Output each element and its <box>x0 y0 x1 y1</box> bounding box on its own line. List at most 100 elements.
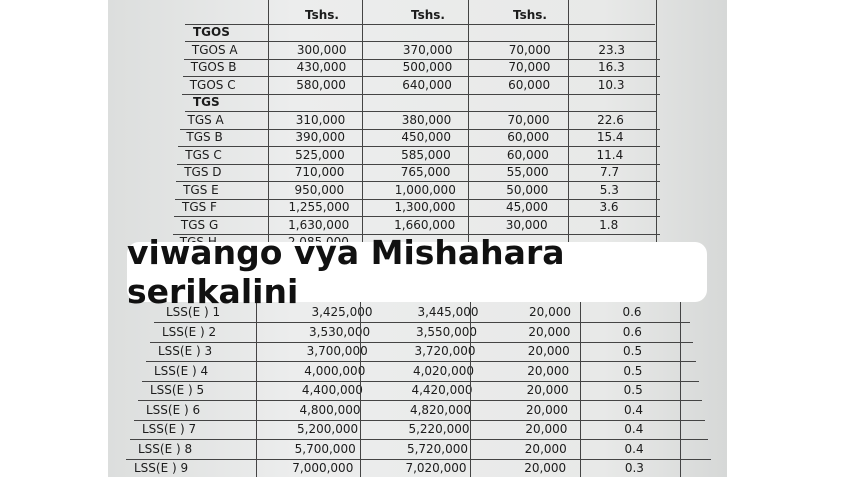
amount-cell: 50,000 <box>506 182 549 197</box>
rule <box>185 41 657 42</box>
amount-cell: 20,000 <box>529 305 571 319</box>
rule <box>177 163 660 165</box>
header-cell: Tshs. <box>513 8 547 22</box>
amount-cell: 7,000,000 <box>292 461 354 475</box>
photo: Tshs. Tshs. Tshs. TGOS TGOS A 300,000 370,000 7… <box>108 0 727 477</box>
amount-cell: 5,200,000 <box>297 422 359 436</box>
ratio-cell: 0.5 <box>623 363 643 378</box>
amount-cell: 60,000 <box>508 77 551 92</box>
ratio-cell: 0.4 <box>624 422 644 436</box>
amount-cell: 3,530,000 <box>309 324 371 339</box>
amount-cell: 20,000 <box>525 422 568 436</box>
amount-cell: 5,700,000 <box>294 441 356 456</box>
amount-cell: 3,720,000 <box>414 344 476 358</box>
amount-cell: 370,000 <box>402 42 453 57</box>
amount-cell: 1,255,000 <box>288 200 350 214</box>
header-cell: Tshs. <box>305 8 339 22</box>
rule <box>185 111 657 112</box>
amount-cell: 4,800,000 <box>299 402 361 417</box>
header-cell: Tshs. <box>411 8 445 22</box>
amount-cell: 1,630,000 <box>288 217 350 232</box>
amount-cell: 20,000 <box>524 441 567 456</box>
caption: viwango vya Mishahara serikalini <box>127 233 707 311</box>
rule <box>172 233 660 235</box>
amount-cell: 765,000 <box>400 165 451 179</box>
rule <box>154 322 690 323</box>
amount-cell: 20,000 <box>527 344 570 358</box>
row-label: LSS(E ) 7 <box>142 422 197 436</box>
amount-cell: 430,000 <box>296 60 347 74</box>
rule <box>130 439 708 440</box>
amount-cell: 525,000 <box>295 147 345 162</box>
row-label: TGS E <box>183 182 219 197</box>
row-label: TGS A <box>187 112 224 127</box>
row-label: LSS(E ) 9 <box>134 461 189 475</box>
amount-cell: 585,000 <box>401 147 451 162</box>
rule <box>134 419 705 421</box>
row-label: TGS B <box>186 130 223 144</box>
rule <box>580 300 581 477</box>
amount-cell: 60,000 <box>507 130 550 144</box>
rule <box>176 181 660 182</box>
ratio-cell: 16.3 <box>598 60 625 74</box>
rule <box>268 0 269 245</box>
ratio-cell: 0.6 <box>622 305 642 319</box>
amount-cell: 950,000 <box>294 182 345 197</box>
rule <box>181 93 660 95</box>
amount-cell: 45,000 <box>506 200 548 214</box>
ratio-cell: 0.5 <box>623 344 643 358</box>
amount-cell: 300,000 <box>296 42 347 57</box>
row-label: LSS(E ) 5 <box>150 383 205 397</box>
ratio-cell: 0.4 <box>623 402 644 417</box>
amount-cell: 5,220,000 <box>408 422 470 436</box>
ratio-cell: 11.4 <box>596 147 624 162</box>
row-label: LSS(E ) 3 <box>158 344 213 358</box>
rule <box>470 300 471 477</box>
rule <box>183 58 660 60</box>
ratio-cell: 0.5 <box>623 383 643 397</box>
rule <box>256 300 257 477</box>
ratio-cell: 15.4 <box>596 130 624 144</box>
amount-cell: 55,000 <box>506 165 549 179</box>
ratio-cell: 0.4 <box>624 441 644 456</box>
amount-cell: 500,000 <box>402 60 453 74</box>
amount-cell: 710,000 <box>294 165 345 179</box>
rule <box>468 0 469 245</box>
amount-cell: 20,000 <box>527 363 570 378</box>
amount-cell: 20,000 <box>526 402 568 417</box>
row-label: TGS C <box>185 147 222 162</box>
row-label: LSS(E ) 1 <box>166 305 221 319</box>
rule <box>138 400 702 401</box>
amount-cell: 450,000 <box>401 130 451 144</box>
amount-cell: 3,550,000 <box>415 324 478 339</box>
section-label: TGS <box>193 95 220 109</box>
row-label: TGS D <box>184 165 222 179</box>
amount-cell: 3,700,000 <box>306 344 368 358</box>
rule <box>146 361 696 362</box>
amount-cell: 380,000 <box>401 112 452 127</box>
amount-cell: 1,300,000 <box>394 200 456 214</box>
row-label: LSS(E ) 6 <box>146 402 201 417</box>
amount-cell: 640,000 <box>402 77 452 92</box>
ratio-cell: 3.6 <box>599 200 619 214</box>
rule <box>174 216 660 217</box>
amount-cell: 5,720,000 <box>406 441 469 456</box>
ratio-cell: 5.3 <box>599 182 619 197</box>
amount-cell: 3,445,000 <box>417 305 479 319</box>
amount-cell: 70,000 <box>508 42 551 57</box>
amount-cell: 4,820,000 <box>409 402 472 417</box>
row-label: TGS F <box>182 200 217 214</box>
rule <box>150 341 693 343</box>
rule <box>182 76 660 77</box>
rule <box>360 300 361 477</box>
amount-cell: 4,020,000 <box>412 363 475 378</box>
amount-cell: 390,000 <box>295 130 345 144</box>
rule <box>680 300 681 477</box>
amount-cell: 70,000 <box>507 112 550 127</box>
row-label: LSS(E ) 4 <box>154 363 209 378</box>
rule <box>362 0 363 245</box>
amount-cell: 1,660,000 <box>394 217 456 232</box>
row-label: LSS(E ) 8 <box>138 441 193 456</box>
rule <box>142 380 699 382</box>
